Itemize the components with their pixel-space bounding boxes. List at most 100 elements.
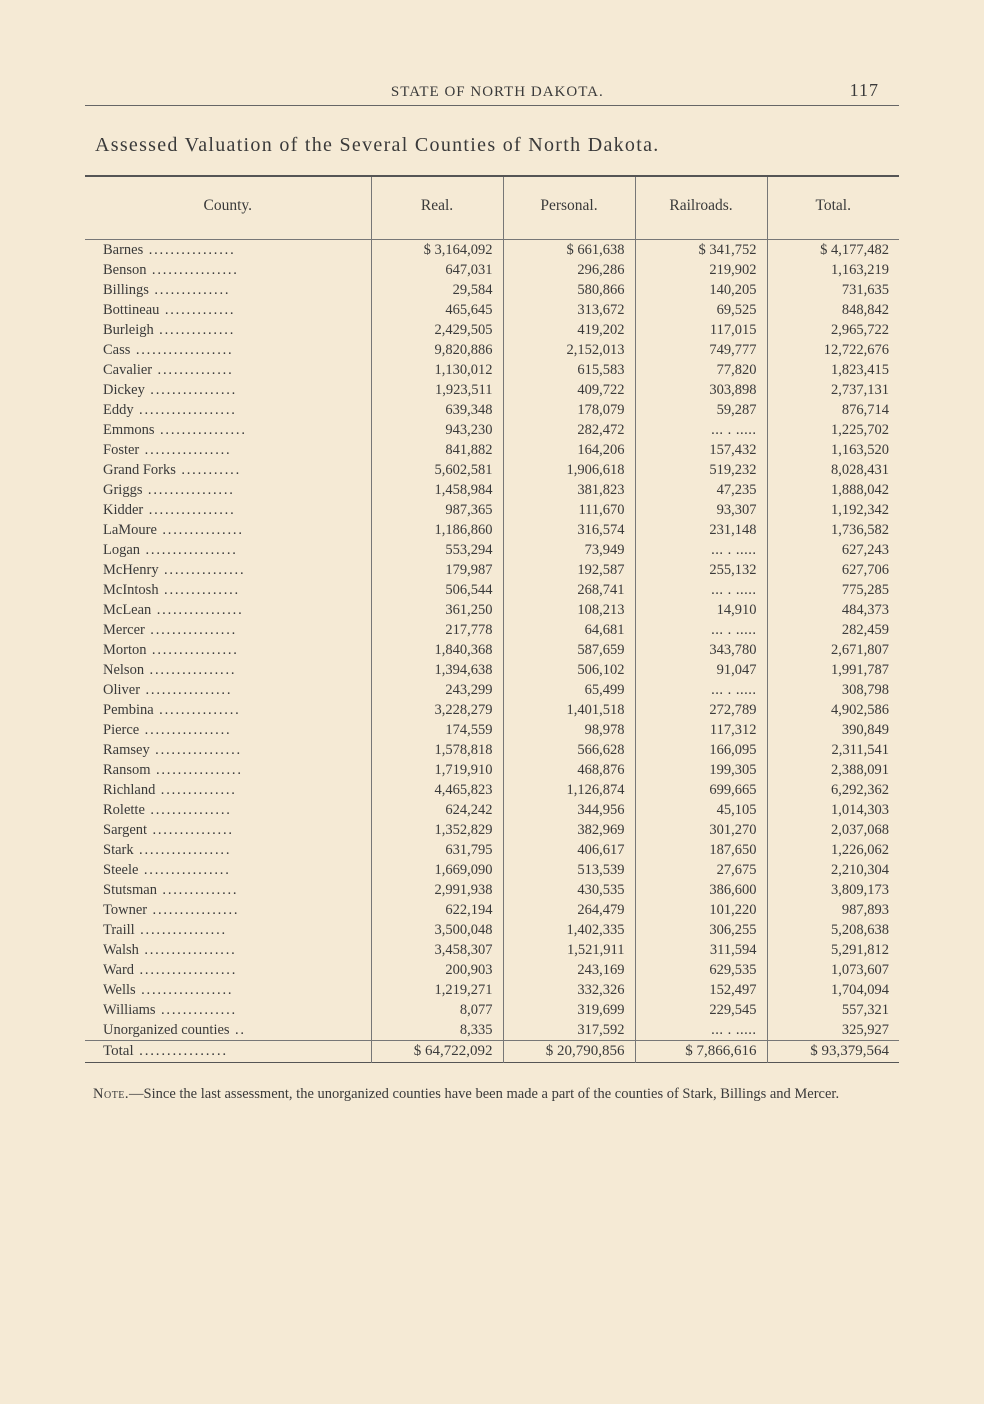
total-cell: 2,737,131 <box>767 380 899 400</box>
railroads-cell: 272,789 <box>635 700 767 720</box>
personal-cell: 566,628 <box>503 740 635 760</box>
total-cell: 2,311,541 <box>767 740 899 760</box>
personal-cell: 409,722 <box>503 380 635 400</box>
county-cell: Logan ................. <box>85 540 371 560</box>
county-cell: McHenry ............... <box>85 560 371 580</box>
total-cell: 1,991,787 <box>767 660 899 680</box>
county-cell: Bottineau ............. <box>85 300 371 320</box>
total-cell: 2,965,722 <box>767 320 899 340</box>
railroads-cell: 301,270 <box>635 820 767 840</box>
personal-cell: 615,583 <box>503 360 635 380</box>
table-row: McLean ................361,250108,21314,… <box>85 600 899 620</box>
county-cell: Stutsman .............. <box>85 880 371 900</box>
table-row: Eddy ..................639,348178,07959,… <box>85 400 899 420</box>
railroads-cell: 699,665 <box>635 780 767 800</box>
table-row: Sargent ...............1,352,829382,9693… <box>85 820 899 840</box>
real-cell: $ 3,164,092 <box>371 240 503 261</box>
real-cell: 1,394,638 <box>371 660 503 680</box>
personal-cell: 468,876 <box>503 760 635 780</box>
county-cell: Nelson ................ <box>85 660 371 680</box>
railroads-cell: 47,235 <box>635 480 767 500</box>
table-row: Wells .................1,219,271332,3261… <box>85 980 899 1000</box>
county-cell: Unorganized counties .. <box>85 1020 371 1041</box>
total-cell: 5,208,638 <box>767 920 899 940</box>
table-row: Bottineau .............465,645313,67269,… <box>85 300 899 320</box>
personal-cell: 282,472 <box>503 420 635 440</box>
table-row: Ramsey ................1,578,818566,6281… <box>85 740 899 760</box>
col-header-personal: Personal. <box>503 176 635 240</box>
county-name: Foster <box>103 440 139 460</box>
total-cell: 1,823,415 <box>767 360 899 380</box>
table-row: LaMoure ...............1,186,860316,5742… <box>85 520 899 540</box>
county-cell: Emmons ................ <box>85 420 371 440</box>
county-cell: Richland .............. <box>85 780 371 800</box>
real-cell: 1,352,829 <box>371 820 503 840</box>
leader-dots: ................ <box>150 742 242 758</box>
county-name: Benson <box>103 260 147 280</box>
railroads-cell: 306,255 <box>635 920 767 940</box>
railroads-cell: 187,650 <box>635 840 767 860</box>
county-name: Rolette <box>103 800 145 820</box>
county-cell: McIntosh .............. <box>85 580 371 600</box>
county-name: Sargent <box>103 820 147 840</box>
col-header-railroads: Railroads. <box>635 176 767 240</box>
county-cell: Griggs ................ <box>85 480 371 500</box>
table-row: Unorganized counties ..8,335317,592... .… <box>85 1020 899 1041</box>
total-cell: 4,902,586 <box>767 700 899 720</box>
personal-cell: $ 661,638 <box>503 240 635 261</box>
personal-cell: 164,206 <box>503 440 635 460</box>
county-cell: Mercer ................ <box>85 620 371 640</box>
county-name: Wells <box>103 980 136 1000</box>
county-name: Williams <box>103 1000 156 1020</box>
table-title: Assessed Valuation of the Several Counti… <box>95 134 899 157</box>
railroads-cell: 77,820 <box>635 360 767 380</box>
railroads-cell: 117,312 <box>635 720 767 740</box>
table-row: Morton ................1,840,368587,6593… <box>85 640 899 660</box>
railroads-cell: 14,910 <box>635 600 767 620</box>
real-cell: 1,578,818 <box>371 740 503 760</box>
county-name: Dickey <box>103 380 145 400</box>
railroads-cell: 519,232 <box>635 460 767 480</box>
total-real-cell: $ 64,722,092 <box>371 1041 503 1063</box>
railroads-cell: 152,497 <box>635 980 767 1000</box>
table-row: Cavalier ..............1,130,012615,5837… <box>85 360 899 380</box>
county-cell: Pierce ................ <box>85 720 371 740</box>
real-cell: 3,458,307 <box>371 940 503 960</box>
total-cell: 484,373 <box>767 600 899 620</box>
total-cell: 2,037,068 <box>767 820 899 840</box>
county-cell: Eddy .................. <box>85 400 371 420</box>
county-name: Ransom <box>103 760 151 780</box>
table-row: Benson ................647,031296,286219… <box>85 260 899 280</box>
railroads-cell: 229,545 <box>635 1000 767 1020</box>
personal-cell: 65,499 <box>503 680 635 700</box>
total-cell: 848,842 <box>767 300 899 320</box>
table-row: Ransom ................1,719,910468,8761… <box>85 760 899 780</box>
total-cell: 6,292,362 <box>767 780 899 800</box>
personal-cell: 73,949 <box>503 540 635 560</box>
table-header-row: County. Real. Personal. Railroads. Total… <box>85 176 899 240</box>
real-cell: 1,719,910 <box>371 760 503 780</box>
leader-dots: .............. <box>155 782 236 798</box>
county-name: Mercer <box>103 620 145 640</box>
total-cell: 2,671,807 <box>767 640 899 660</box>
county-cell: Oliver ................ <box>85 680 371 700</box>
total-cell: 775,285 <box>767 580 899 600</box>
total-cell: 2,210,304 <box>767 860 899 880</box>
footnote-text: —Since the last assessment, the unorgani… <box>129 1086 839 1102</box>
personal-cell: 268,741 <box>503 580 635 600</box>
leader-dots: ................ <box>134 1043 228 1059</box>
personal-cell: 296,286 <box>503 260 635 280</box>
total-cell: 627,243 <box>767 540 899 560</box>
railroads-cell: ... . ..... <box>635 420 767 440</box>
county-cell: Sargent ............... <box>85 820 371 840</box>
county-cell: Wells ................. <box>85 980 371 1000</box>
table-row: Nelson ................1,394,638506,1029… <box>85 660 899 680</box>
railroads-cell: ... . ..... <box>635 540 767 560</box>
personal-cell: 1,401,518 <box>503 700 635 720</box>
table-row: Richland ..............4,465,8231,126,87… <box>85 780 899 800</box>
table-row: Pierce ................174,55998,978117,… <box>85 720 899 740</box>
leader-dots: ............... <box>145 802 232 818</box>
personal-cell: 419,202 <box>503 320 635 340</box>
leader-dots: .............. <box>154 322 235 338</box>
total-label-cell: Total ................ <box>85 1041 371 1063</box>
